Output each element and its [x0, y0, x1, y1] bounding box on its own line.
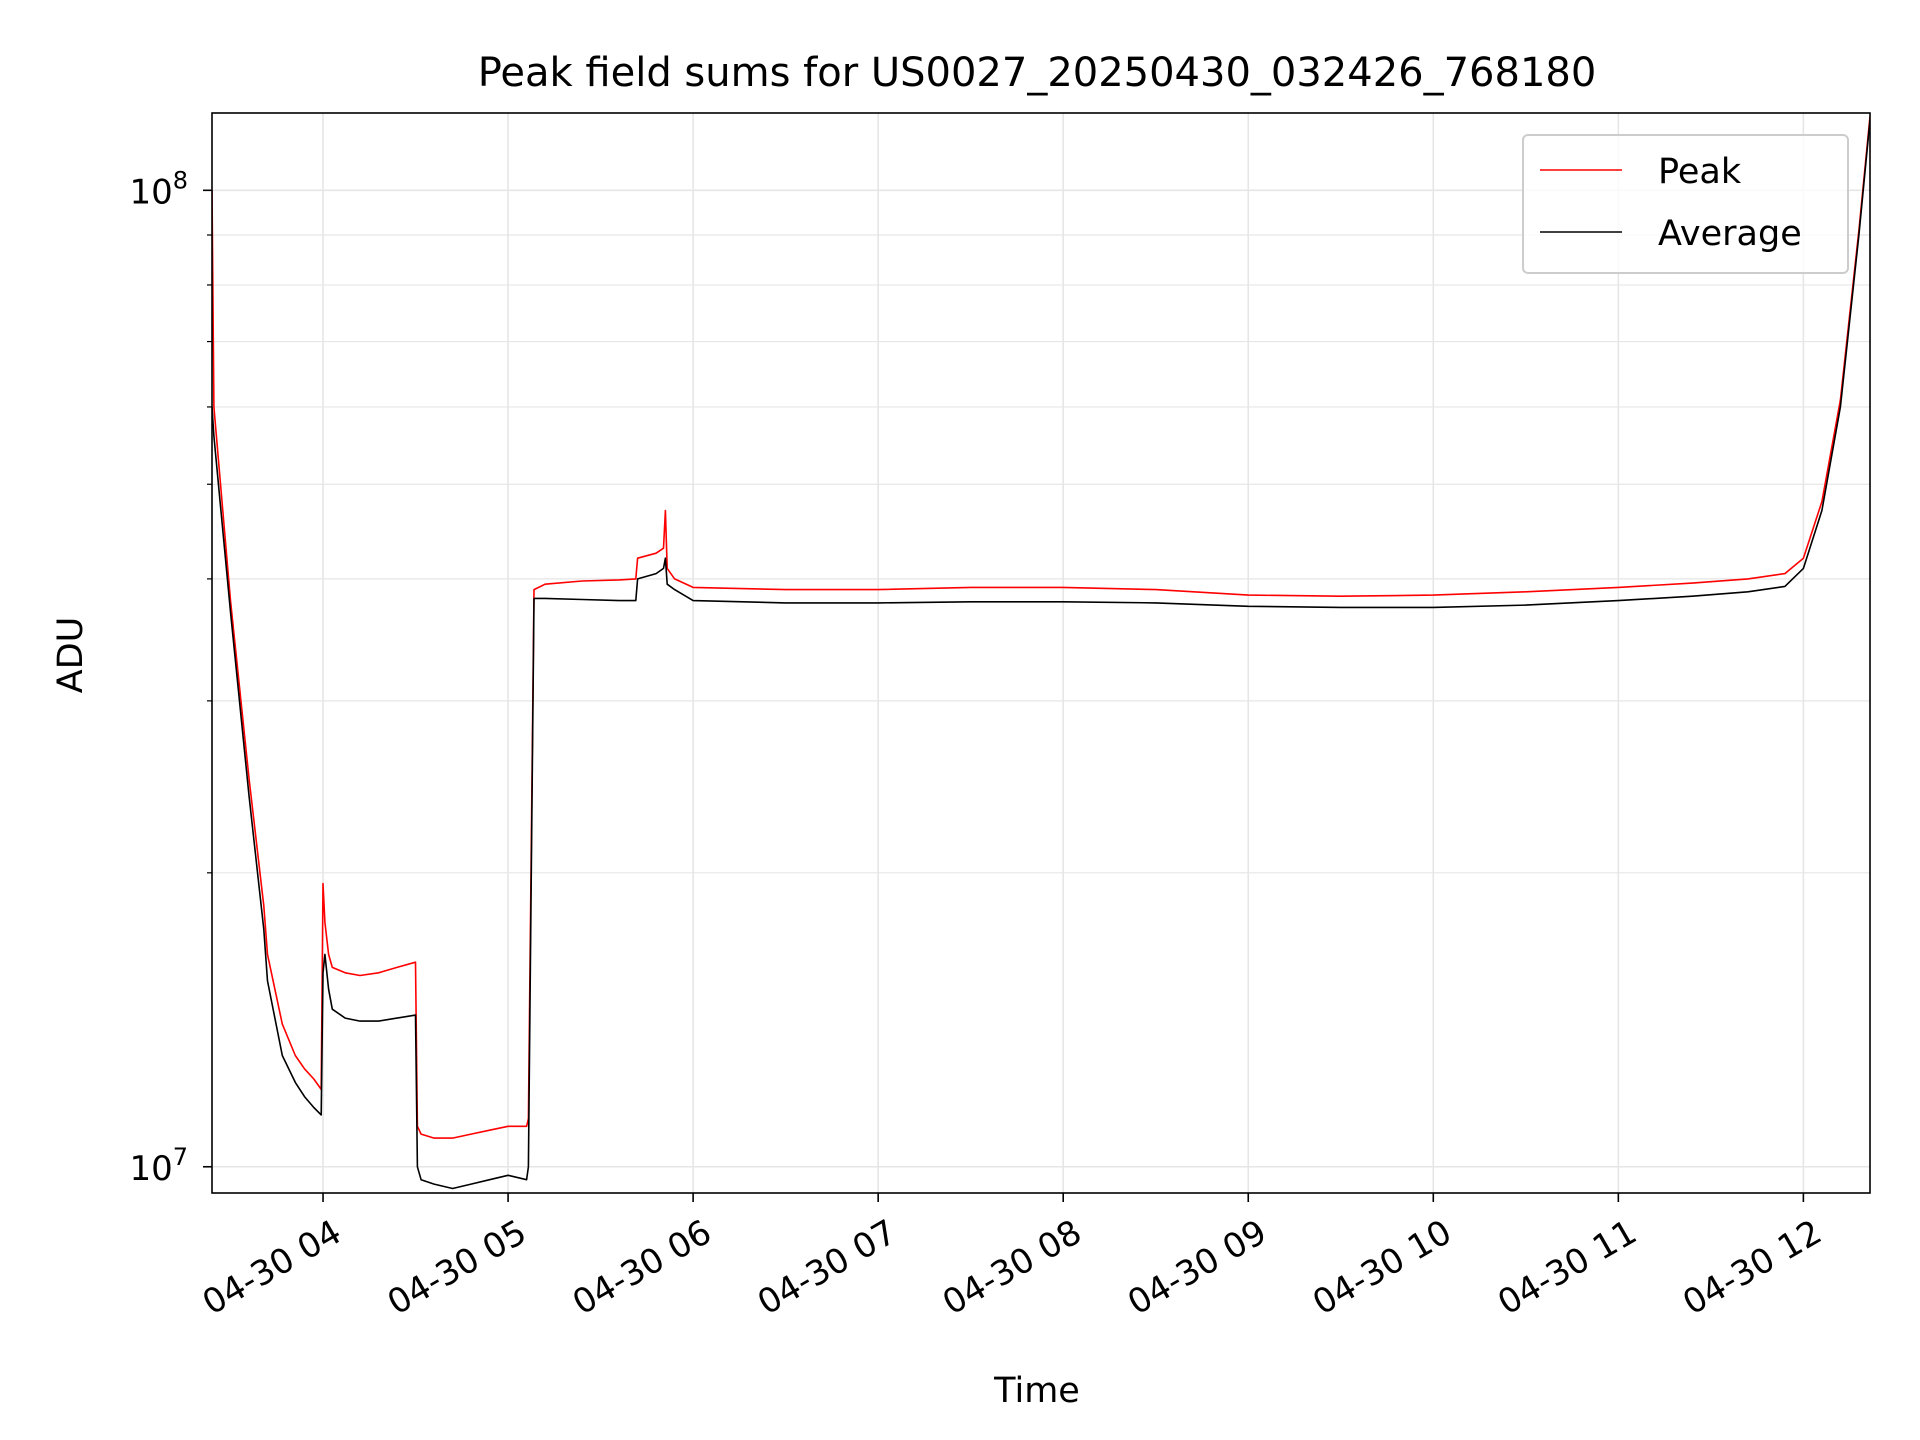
- chart-title: Peak field sums for US0027_20250430_0324…: [478, 50, 1597, 96]
- y-axis-label: ADU: [51, 617, 91, 694]
- series-line-peak: [212, 116, 1870, 1139]
- series-line-average: [212, 120, 1870, 1190]
- plot-frame: [211, 112, 1871, 1194]
- x-axis-label: Time: [993, 1371, 1080, 1411]
- legend-label-average: Average: [1658, 214, 1802, 254]
- y-tick-label: 107: [129, 1143, 188, 1189]
- legend-label-peak: Peak: [1658, 152, 1742, 192]
- y-tick-label: 108: [129, 166, 188, 212]
- plot-area: [212, 116, 1870, 1190]
- legend: Peak Average: [1522, 134, 1849, 274]
